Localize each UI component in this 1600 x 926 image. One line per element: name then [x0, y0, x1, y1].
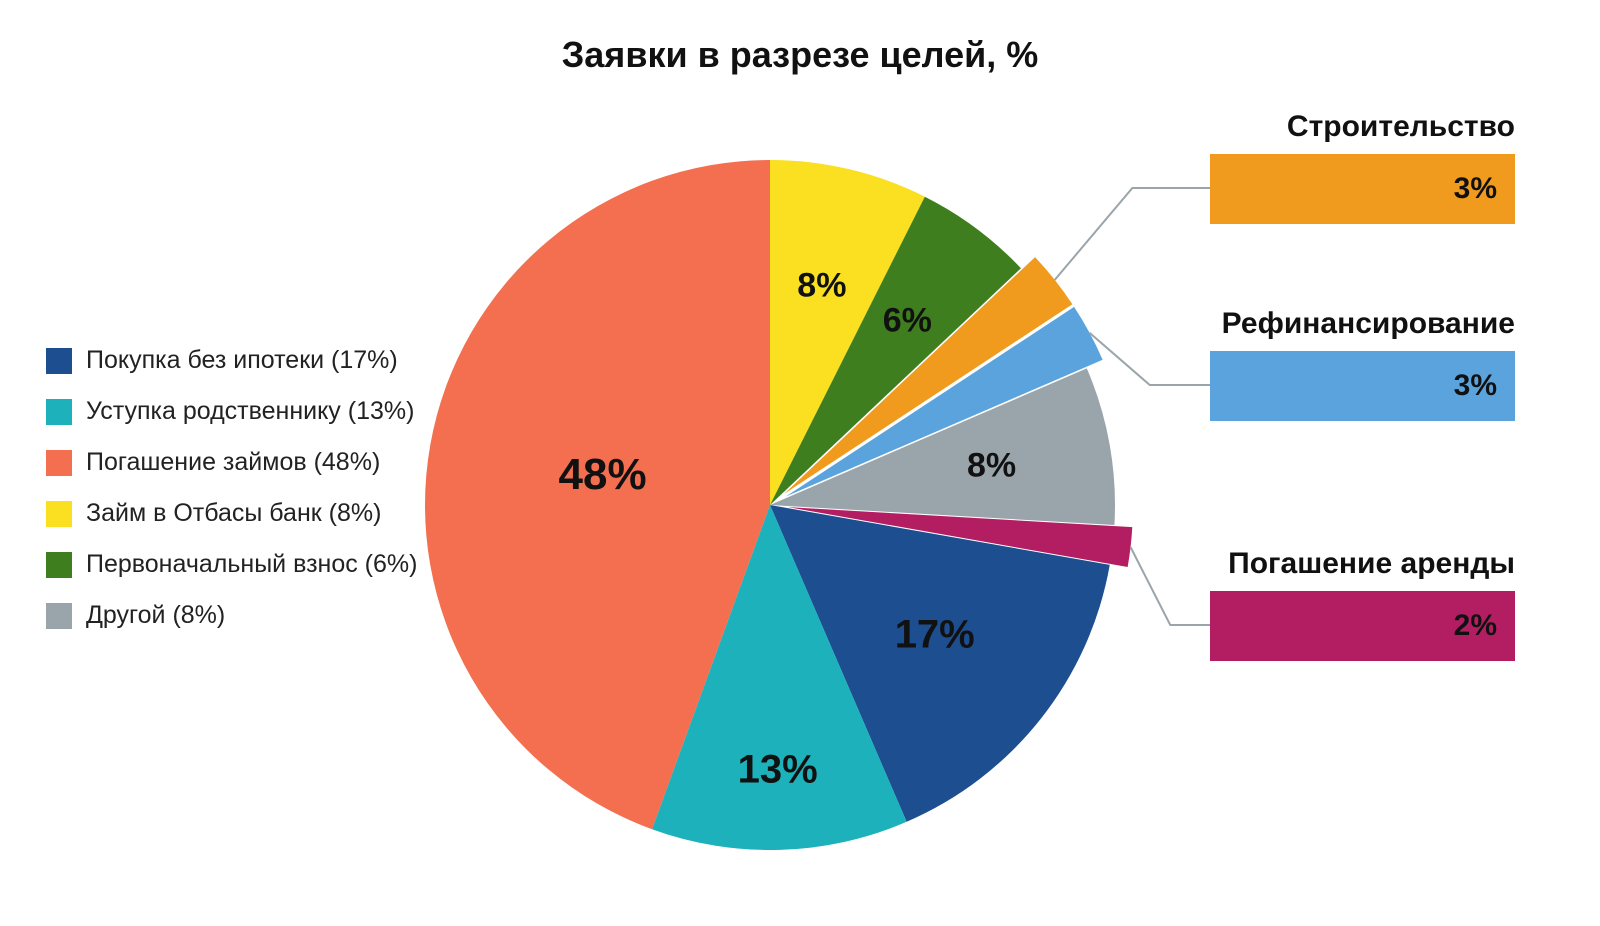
callout-title: Строительство [1210, 110, 1515, 144]
slice-label-покупка: 17% [895, 613, 975, 658]
legend-item: Уступка родственнику (13%) [46, 386, 417, 437]
legend-label: Первоначальный взнос (6%) [86, 550, 417, 579]
callout-bar: 3% [1210, 351, 1515, 421]
callout-bar: 3% [1210, 154, 1515, 224]
legend-swatch [46, 348, 72, 374]
callout-рефинанс: Рефинансирование 3% [1210, 307, 1515, 421]
legend-swatch [46, 501, 72, 527]
slice-label-первонач_взнос: 6% [883, 301, 932, 340]
callout-bar: 2% [1210, 591, 1515, 661]
callout-строительство: Строительство 3% [1210, 110, 1515, 224]
slice-label-другой: 8% [967, 446, 1016, 485]
legend-swatch [46, 552, 72, 578]
callout-title: Погашение аренды [1210, 547, 1515, 581]
legend-item: Другой (8%) [46, 590, 417, 641]
slice-label-займ_отбасы: 8% [797, 267, 846, 306]
legend-item: Первоначальный взнос (6%) [46, 539, 417, 590]
legend-swatch [46, 399, 72, 425]
legend-item: Займ в Отбасы банк (8%) [46, 488, 417, 539]
legend-swatch [46, 603, 72, 629]
legend-item: Погашение займов (48%) [46, 437, 417, 488]
legend-label: Погашение займов (48%) [86, 448, 380, 477]
legend: Покупка без ипотеки (17%) Уступка родстве… [46, 335, 417, 641]
legend-item: Покупка без ипотеки (17%) [46, 335, 417, 386]
legend-label: Уступка родственнику (13%) [86, 397, 414, 426]
legend-swatch [46, 450, 72, 476]
legend-label: Покупка без ипотеки (17%) [86, 346, 398, 375]
legend-label: Займ в Отбасы банк (8%) [86, 499, 381, 528]
callout-title: Рефинансирование [1210, 307, 1515, 341]
slice-label-уступка: 13% [738, 747, 818, 792]
callout-погаш_аренды: Погашение аренды 2% [1210, 547, 1515, 661]
slice-label-погаш_займов: 48% [559, 450, 647, 500]
legend-label: Другой (8%) [86, 601, 225, 630]
